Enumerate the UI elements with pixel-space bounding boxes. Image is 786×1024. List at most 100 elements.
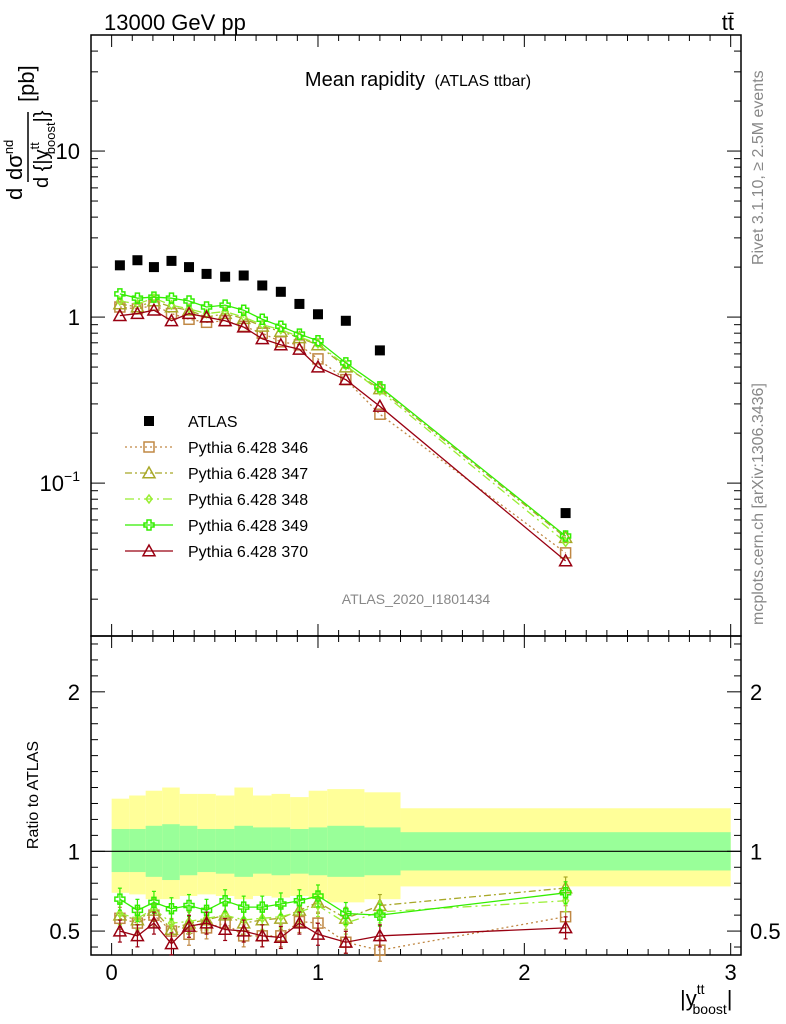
y-tick-label-main: 10 — [56, 139, 80, 164]
series-3-ratio-point — [115, 908, 124, 919]
series-0-point — [166, 255, 177, 266]
series-0-point — [294, 298, 305, 309]
series-4-ratio-point — [237, 901, 250, 913]
y-axis-label-main: d dσnd d {|yttboost|} [pb] — [1, 65, 58, 200]
series-0-point — [275, 286, 286, 297]
series-4-point — [131, 292, 144, 304]
series-3-ratio-point — [258, 913, 267, 924]
y-tick-label-ratio: 2 — [68, 680, 80, 705]
x-tick-label: 2 — [518, 960, 530, 985]
series-5-ratio-point — [199, 915, 214, 929]
series-4-ratio-point — [293, 895, 306, 907]
x-tick-label: 0 — [106, 960, 118, 985]
series-4-point — [200, 301, 213, 313]
chart-title-sub: (ATLAS ttbar) — [434, 73, 531, 90]
series-0-point — [220, 271, 231, 282]
legend-entry-0-marker — [144, 416, 154, 426]
series-5-point — [292, 341, 307, 355]
series-4-ratio-point — [374, 909, 386, 921]
series-5-ratio-point — [338, 934, 354, 948]
y-label-denominator: d {|yttboost|} — [27, 110, 58, 188]
series-0-point — [257, 280, 268, 291]
band-green-bin — [129, 828, 146, 873]
x-axis-label: |ytt boost| — [680, 981, 732, 1017]
series-4-point — [183, 295, 195, 307]
series-4-ratio-point — [200, 904, 213, 917]
y-tick-label-main: 1 — [68, 305, 80, 330]
series-0-point — [560, 508, 571, 519]
series-5-point — [372, 398, 388, 412]
legend-entry-0-label: ATLAS — [188, 414, 238, 431]
series-5-point — [236, 319, 251, 333]
series-3-ratio-point — [167, 917, 176, 929]
series-5-point — [199, 309, 214, 323]
series-5-point — [146, 302, 162, 316]
series-5-ratio-point — [146, 915, 162, 929]
y-label-d: d — [2, 188, 27, 200]
series-2-point — [217, 306, 233, 320]
series-3-point — [115, 295, 124, 307]
series-4-ratio-point — [275, 898, 287, 910]
series-4-point — [165, 292, 178, 304]
legend-entry-5-marker — [141, 543, 157, 557]
ratio-frame-box — [90, 635, 742, 956]
series-1-line — [119, 304, 566, 554]
series-0-point — [184, 262, 195, 273]
legend-entry-3-label: Pythia 6.428 348 — [188, 492, 308, 509]
ratio-bands — [111, 787, 731, 903]
ratio-panel: 0 1 2 3 0.5 0.5 1 1 2 2 — [49, 635, 781, 985]
series-5-point — [254, 331, 270, 345]
analysis-watermark: ATLAS_2020_I1801434 — [342, 591, 491, 607]
main-series — [112, 255, 573, 567]
series-0-point — [374, 345, 385, 356]
chart-title-main: Mean rapidity — [305, 69, 425, 91]
y-axis-label-ratio: Ratio to ATLAS — [25, 741, 42, 849]
series-0-point — [148, 262, 159, 273]
series-5-ratio-point — [372, 928, 388, 942]
series-0-point — [312, 309, 323, 320]
series-5-point — [558, 553, 573, 567]
x-tick-label: 3 — [725, 960, 737, 985]
series-3-ratio-point — [133, 913, 142, 924]
legend-entry-4-label: Pythia 6.428 349 — [188, 518, 308, 535]
series-4-ratio-point — [183, 899, 195, 912]
process-label: 13000 GeV pp — [104, 10, 246, 35]
series-4-ratio-point — [131, 904, 144, 917]
legend-entry-4-marker — [143, 519, 155, 531]
ratio-series — [112, 876, 573, 962]
series-4-point — [237, 304, 250, 316]
series-4-point — [559, 530, 572, 542]
series-5-point — [273, 337, 289, 351]
series-5-ratio-point — [217, 921, 233, 936]
series-4-point — [275, 320, 287, 333]
series-4-point — [293, 328, 306, 340]
series-3-ratio-point — [561, 895, 570, 907]
band-green-bin — [162, 824, 180, 881]
series-5-ratio-point — [310, 926, 326, 940]
band-green-bin — [179, 825, 198, 876]
band-green-bin — [197, 828, 216, 873]
series-5-ratio-point — [181, 918, 197, 932]
series-4-ratio-point — [312, 890, 324, 902]
series-5-point — [310, 359, 326, 373]
series-5-point — [217, 313, 233, 327]
series-5-ratio-point — [292, 915, 307, 929]
series-4-point — [374, 381, 386, 393]
series-4-ratio-point — [256, 901, 269, 913]
y-tick-label-ratio-right: 2 — [750, 680, 762, 705]
series-0-point — [132, 255, 143, 266]
series-5-ratio-point — [130, 928, 145, 942]
legend-entry-5-label: Pythia 6.428 370 — [188, 544, 308, 561]
series-5-point — [112, 308, 128, 322]
y-tick-label-ratio-right: 1 — [750, 839, 762, 864]
series-2-line — [119, 300, 567, 539]
series-4-point — [340, 357, 352, 369]
y-tick-label-ratio: 1 — [68, 839, 80, 864]
series-4-ratio-point — [148, 896, 160, 909]
series-1-point — [312, 353, 324, 365]
band-green-bin — [111, 828, 130, 873]
series-4-point — [114, 288, 126, 300]
series-4-line — [119, 293, 567, 537]
series-2-point — [130, 299, 145, 313]
